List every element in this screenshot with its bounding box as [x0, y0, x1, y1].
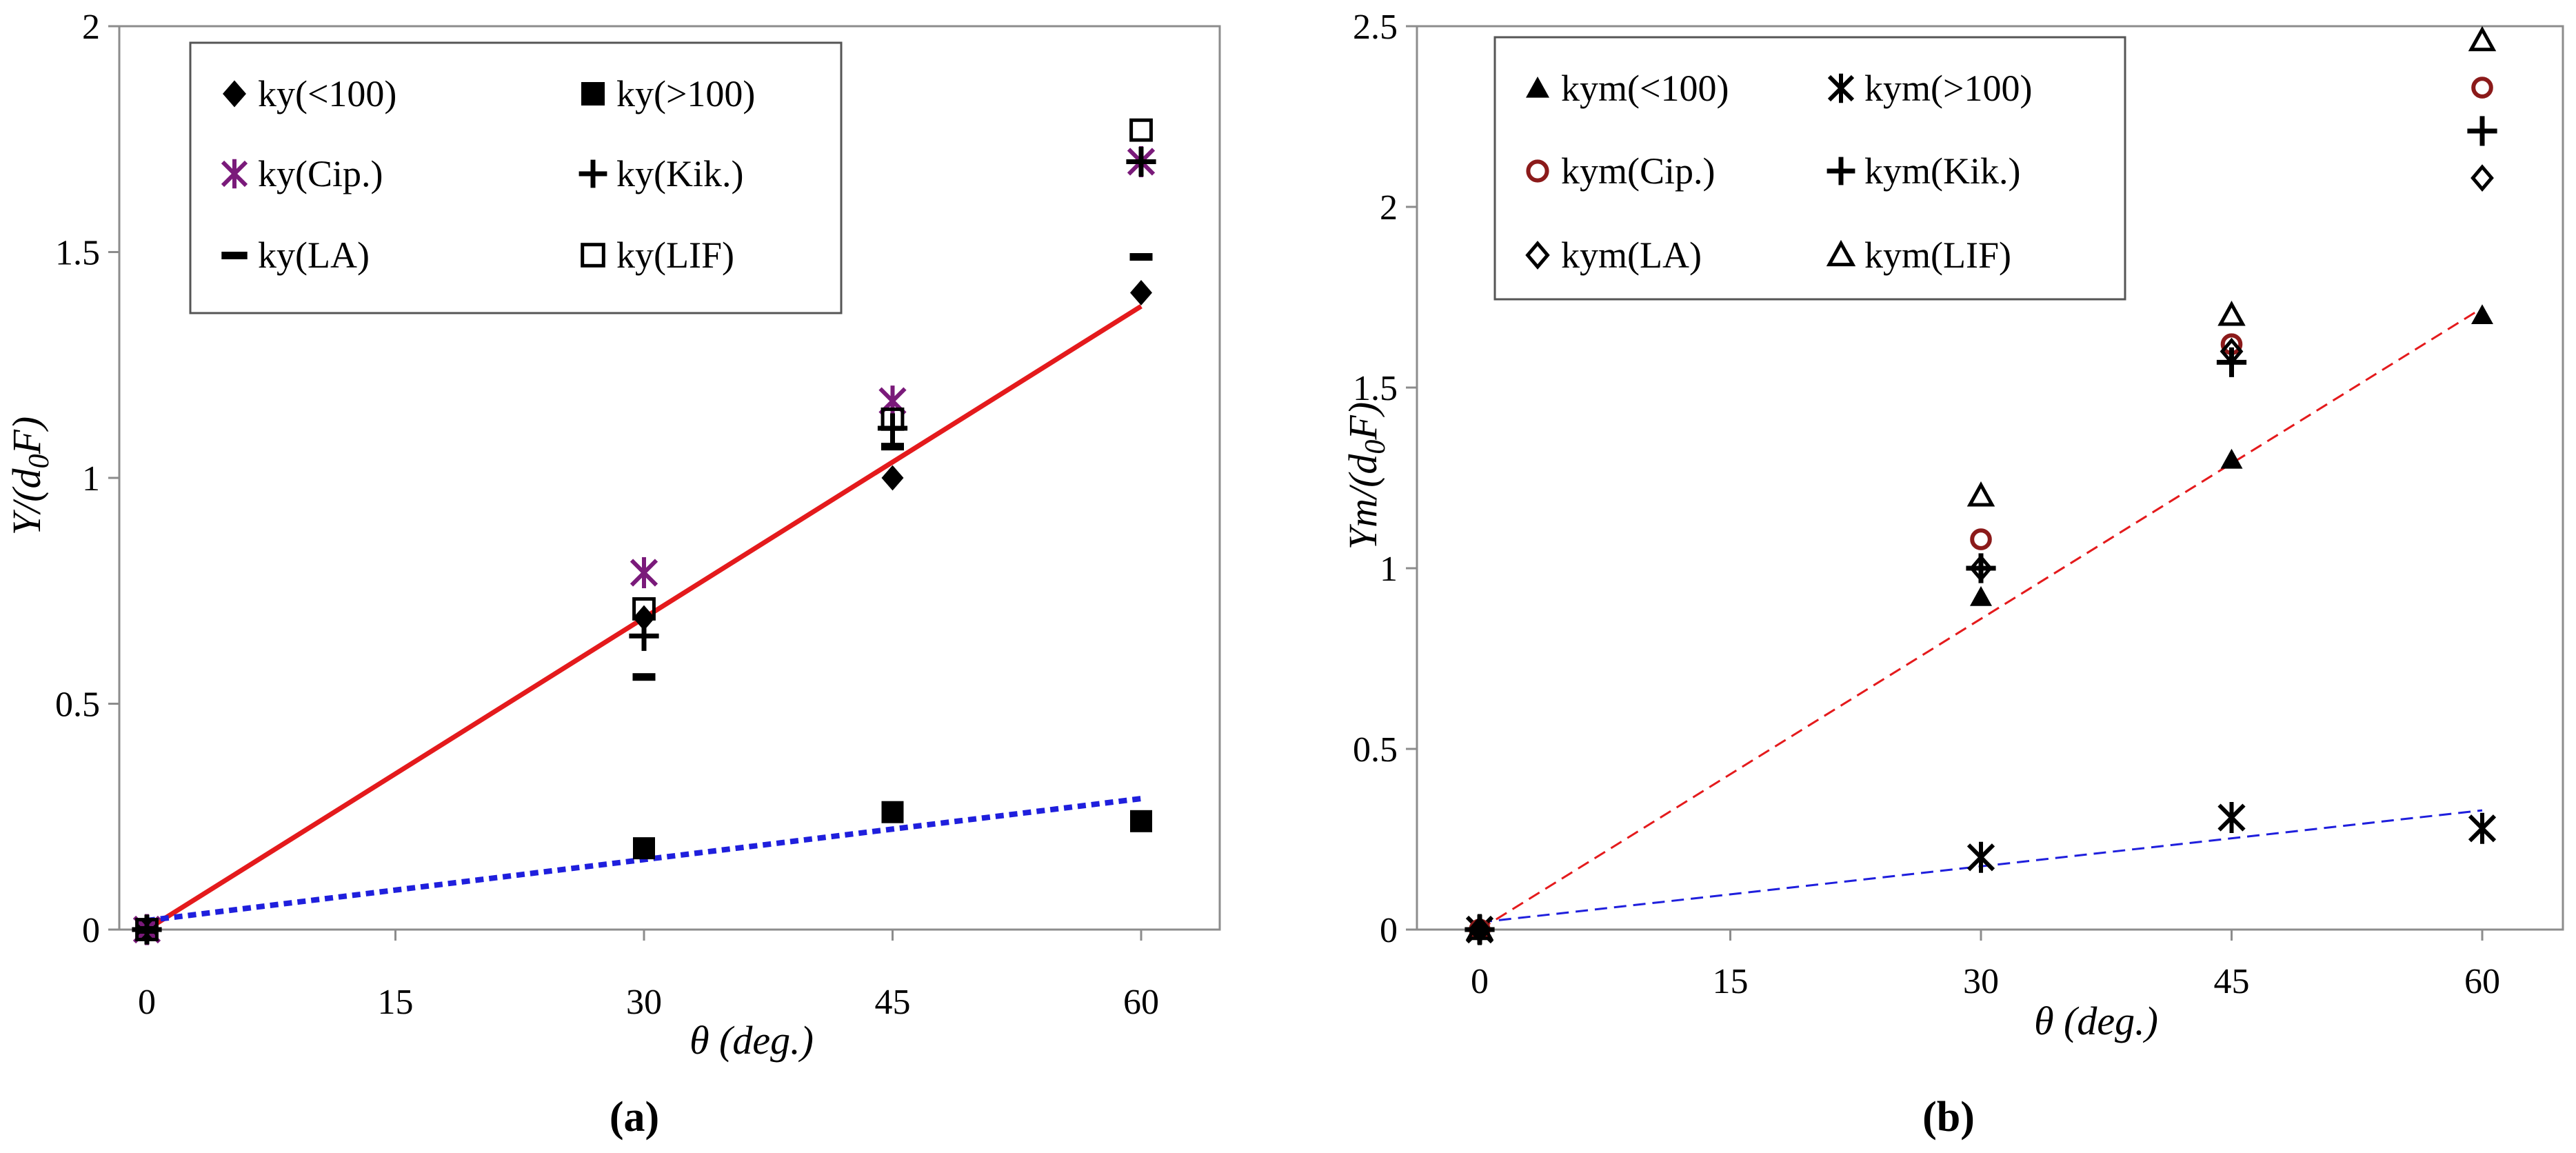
panel-b-y-tick-label: 2	[1380, 188, 1398, 228]
panel-b-legend-label: kym(LA)	[1561, 234, 1702, 276]
panel-a-point-ky(>100)	[1130, 810, 1152, 832]
panel-b-x-tick-label: 0	[1471, 962, 1489, 1001]
panel-a-x-axis-title: θ (deg.)	[690, 1018, 814, 1063]
panel-a-legend-box	[189, 41, 843, 314]
panel-a-point-ky(Kik.)	[1126, 146, 1156, 177]
panel-b-legend-label: kym(<100)	[1561, 68, 1729, 109]
panel-b-legend: kym(<100) kym(>100) kym(Cip.) kym(Kik.) kym(…	[1493, 36, 2126, 301]
panel-a-point-ky(Cip.)	[630, 557, 658, 589]
panel-b-point-kym(LA)	[1969, 554, 1993, 582]
panel-b-point-kym(Cip.)	[2471, 77, 2493, 99]
panel-b-point-kym(LA)	[2220, 337, 2244, 365]
panel-a-point-ky(LIF)	[632, 597, 656, 621]
panel-b-point-kym(<100)	[2471, 304, 2493, 324]
panel-a-x-tick-label: 0	[138, 983, 156, 1022]
panel-a-legend-label: ky(LIF)	[616, 234, 734, 276]
panel-b-x-tick-label: 45	[2214, 962, 2250, 1001]
panel-b-point-kym(LA)	[2471, 164, 2494, 192]
panel-b-legend-label: kym(>100)	[1864, 68, 2032, 109]
panel-a-legend-label: ky(<100)	[258, 73, 396, 114]
panel-b-point-kym(Kik.)	[2467, 116, 2497, 146]
panel-a-point-ky(LIF)	[135, 918, 159, 941]
panel-a-legend-marker	[221, 159, 248, 189]
panel-b-point-kym(>100)	[2468, 812, 2497, 844]
panel-b-point-kym(LIF)	[2468, 26, 2497, 52]
panel-b-legend-marker	[1826, 239, 1856, 267]
panel-a-x-tick-label: 15	[378, 983, 414, 1022]
panel-b-x-tick-label: 15	[1713, 962, 1749, 1001]
panel-a-legend: ky(<100) ky(>100) ky(Cip.) ky(Kik.) ky(LA) ky…	[189, 41, 843, 314]
panel-a-chart: 0 15 30 45 60 0 0.5 1 1.5 2 ky(<100) ky(>100) ky(Ci…	[4, 8, 1221, 1141]
panel-a-legend-label: ky(Kik.)	[616, 153, 743, 194]
panel-a-legend-marker	[581, 243, 605, 268]
panel-b-fit-kym(<100)-line	[1479, 307, 2483, 931]
panel-a-legend-marker	[578, 159, 607, 188]
panel-b-legend-box	[1493, 36, 2126, 301]
panel-a-legend-marker	[221, 252, 248, 259]
panel-a-y-tick-label: 0.5	[55, 685, 100, 725]
panel-a-legend-marker	[223, 80, 246, 108]
panel-b-x-tick-label: 30	[1963, 962, 1999, 1001]
panel-a-label: (a)	[610, 1094, 659, 1141]
panel-a-point-ky(LA)	[632, 673, 656, 681]
panel-a-point-ky(>100)	[881, 801, 904, 823]
panel-b-y-tick-label: 0	[1380, 911, 1398, 950]
panel-a-x-tick-label: 30	[626, 983, 662, 1022]
panel-b-legend-label: kym(Kik.)	[1864, 150, 2020, 192]
panel-b-legend-marker	[1526, 77, 1549, 98]
panel-a-y-tick-label: 2	[82, 8, 100, 47]
panel-b-y-tick-label: 2.5	[1353, 8, 1398, 47]
panel-b-point-kym(LIF)	[1465, 914, 1494, 941]
panel-b-legend-marker	[1827, 73, 1855, 103]
panel-b-y-tick-label: 0.5	[1353, 730, 1398, 770]
panel-b-x-tick-label: 60	[2464, 962, 2500, 1001]
panel-a-y-tick-label: 0	[82, 911, 100, 950]
panel-b-legend-marker	[1827, 157, 1855, 186]
panel-a-point-ky(LA)	[135, 926, 159, 934]
panel-a-legend-label: ky(Cip.)	[258, 153, 383, 194]
panel-b-x-axis-title: θ (deg.)	[2034, 999, 2158, 1043]
panel-b-point-kym(>100)	[1966, 841, 1995, 873]
panel-b-point-kym(LIF)	[2217, 301, 2246, 326]
panel-b-point-kym(Cip.)	[1970, 528, 1992, 550]
panel-a-point-ky(LIF)	[881, 407, 905, 431]
panel-a-legend-label: ky(>100)	[616, 73, 755, 114]
panel-b-point-kym(LIF)	[1966, 481, 1995, 507]
panel-b-legend-marker	[1525, 241, 1550, 270]
panel-b-point-kym(<100)	[2220, 448, 2243, 469]
panel-a-x-tick-label: 45	[875, 983, 911, 1022]
panel-b-point-kym(<100)	[1970, 585, 1992, 606]
panel-a-y-axis-title: Y/(d0F)	[4, 417, 55, 535]
panel-b-point-kym(>100)	[2217, 802, 2246, 834]
panel-a-y-tick-label: 1	[82, 459, 100, 499]
panel-a-point-ky(LA)	[881, 443, 904, 451]
panel-a-point-ky(Kik.)	[629, 621, 659, 651]
panel-b-legend-marker	[1526, 159, 1549, 183]
panel-a-y-tick-label: 1.5	[55, 234, 100, 273]
panel-a-point-ky(<100)	[1130, 280, 1152, 305]
panel-a-point-ky(LA)	[1129, 253, 1153, 261]
panel-b-legend-label: kym(Cip.)	[1561, 150, 1715, 192]
panel-b-y-tick-label: 1.5	[1353, 369, 1398, 408]
panel-a-legend-label: ky(LA)	[258, 234, 370, 276]
panel-b-chart: 0 15 30 45 60 0 0.5 1 1.5 2 2.5 kym(<100) kym(>100)…	[1340, 8, 2564, 1141]
panel-a-point-ky(>100)	[633, 837, 655, 860]
panel-b-point-kym(LA)	[1468, 916, 1491, 943]
panel-a-point-ky(LIF)	[1129, 118, 1153, 142]
panel-b-legend-label: kym(LIF)	[1864, 234, 2011, 276]
panel-a-legend-marker	[581, 82, 605, 106]
panel-b-y-tick-label: 1	[1380, 550, 1398, 589]
panel-a-point-ky(<100)	[881, 465, 904, 491]
panel-b-y-axis-title: Ym/(d0F)	[1340, 402, 1391, 550]
panel-b-label: (b)	[1922, 1094, 1975, 1141]
panel-a-x-tick-label: 60	[1123, 983, 1159, 1022]
panel-a-fit-ky(>100)-line	[146, 796, 1142, 923]
